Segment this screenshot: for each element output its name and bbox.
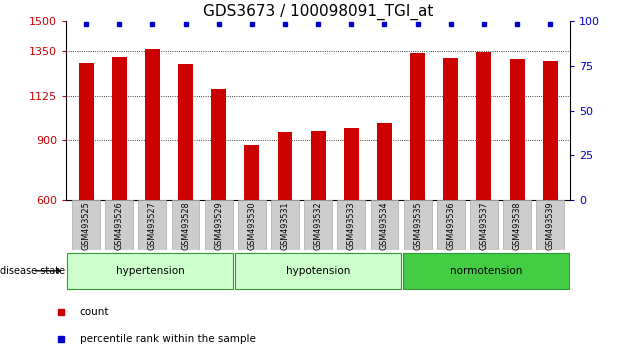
Bar	[211, 89, 226, 200]
Text: GSM493537: GSM493537	[479, 201, 488, 250]
Text: hypertension: hypertension	[116, 266, 185, 276]
FancyBboxPatch shape	[139, 200, 166, 250]
Text: GSM493534: GSM493534	[380, 201, 389, 250]
FancyBboxPatch shape	[503, 200, 531, 250]
Text: GSM493527: GSM493527	[148, 201, 157, 250]
FancyBboxPatch shape	[105, 200, 133, 250]
Text: GSM493531: GSM493531	[280, 201, 290, 250]
Text: GSM493529: GSM493529	[214, 201, 223, 250]
Bar	[244, 145, 260, 200]
FancyBboxPatch shape	[536, 200, 564, 250]
FancyBboxPatch shape	[238, 200, 266, 250]
FancyBboxPatch shape	[236, 253, 401, 289]
Bar	[145, 49, 160, 200]
Bar	[311, 131, 326, 200]
Text: percentile rank within the sample: percentile rank within the sample	[80, 334, 256, 344]
Bar	[476, 52, 491, 200]
Text: GSM493533: GSM493533	[346, 201, 356, 250]
Title: GDS3673 / 100098091_TGI_at: GDS3673 / 100098091_TGI_at	[203, 4, 433, 20]
FancyBboxPatch shape	[338, 200, 365, 250]
FancyBboxPatch shape	[271, 200, 299, 250]
Bar	[278, 132, 292, 200]
Text: GSM493530: GSM493530	[248, 201, 256, 250]
Text: GSM493526: GSM493526	[115, 201, 123, 250]
FancyBboxPatch shape	[403, 253, 569, 289]
FancyBboxPatch shape	[67, 253, 233, 289]
FancyBboxPatch shape	[470, 200, 498, 250]
Text: disease state: disease state	[0, 266, 65, 276]
Text: GSM493536: GSM493536	[446, 201, 455, 250]
FancyBboxPatch shape	[437, 200, 465, 250]
Text: normotension: normotension	[450, 266, 522, 276]
FancyBboxPatch shape	[370, 200, 398, 250]
Bar	[410, 53, 425, 200]
Bar	[543, 61, 558, 200]
Text: GSM493528: GSM493528	[181, 201, 190, 250]
Bar	[112, 57, 127, 200]
Text: GSM493532: GSM493532	[314, 201, 323, 250]
FancyBboxPatch shape	[171, 200, 200, 250]
FancyBboxPatch shape	[72, 200, 100, 250]
FancyBboxPatch shape	[304, 200, 332, 250]
Bar	[79, 63, 93, 200]
Bar	[178, 64, 193, 200]
Text: count: count	[80, 307, 110, 317]
Bar	[510, 59, 525, 200]
Bar	[344, 127, 358, 200]
FancyBboxPatch shape	[404, 200, 432, 250]
FancyBboxPatch shape	[205, 200, 232, 250]
Text: GSM493535: GSM493535	[413, 201, 422, 250]
Text: GSM493539: GSM493539	[546, 201, 555, 250]
Bar	[444, 58, 458, 200]
Text: GSM493525: GSM493525	[81, 201, 91, 250]
Text: hypotension: hypotension	[286, 266, 350, 276]
Bar	[377, 122, 392, 200]
Text: GSM493538: GSM493538	[513, 201, 522, 250]
